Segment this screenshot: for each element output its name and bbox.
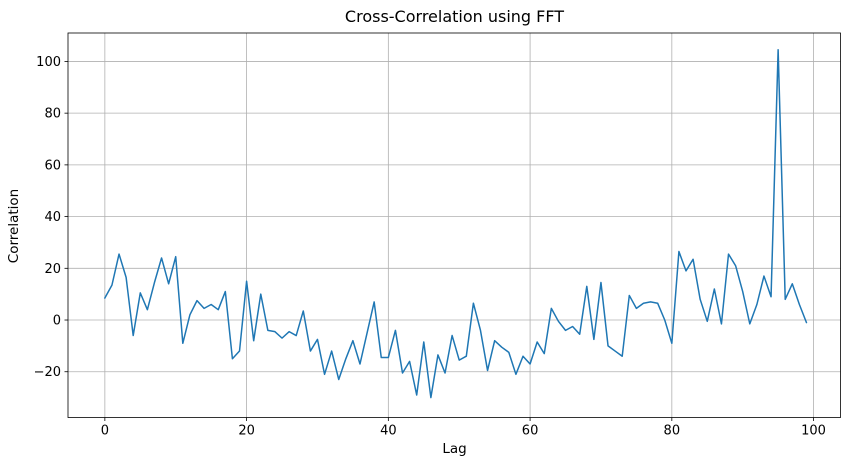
y-tick-label: 0 bbox=[53, 314, 61, 329]
x-tick-label: 100 bbox=[801, 424, 826, 439]
x-axis-label: Lag bbox=[442, 441, 467, 457]
y-tick-label: −20 bbox=[34, 365, 61, 380]
y-tick-label: 40 bbox=[44, 210, 61, 225]
x-tick-label: 80 bbox=[664, 424, 681, 439]
y-tick-label: 100 bbox=[36, 55, 61, 70]
x-tick-label: 40 bbox=[380, 424, 397, 439]
y-axis-label: Correlation bbox=[6, 188, 22, 264]
y-tick-label: 80 bbox=[44, 107, 61, 122]
y-tick-label: 60 bbox=[44, 158, 61, 173]
x-tick-label: 20 bbox=[238, 424, 255, 439]
y-tick-label: 20 bbox=[44, 262, 61, 277]
x-tick-label: 60 bbox=[522, 424, 539, 439]
correlation-series-line bbox=[104, 49, 808, 399]
plot-border bbox=[67, 32, 841, 418]
chart-title: Cross-Correlation using FFT bbox=[344, 7, 565, 26]
x-tick-label: 0 bbox=[101, 424, 109, 439]
